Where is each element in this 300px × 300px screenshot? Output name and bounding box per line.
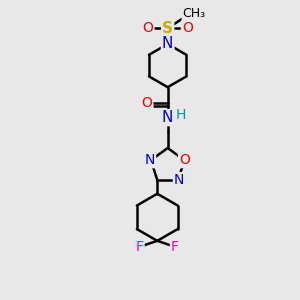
Text: N: N bbox=[162, 37, 173, 52]
Text: N: N bbox=[162, 110, 173, 125]
Text: O: O bbox=[179, 153, 190, 167]
Text: O: O bbox=[142, 96, 152, 110]
Text: O: O bbox=[142, 21, 154, 35]
Text: F: F bbox=[171, 240, 179, 254]
Text: H: H bbox=[175, 108, 186, 122]
Text: N: N bbox=[174, 173, 184, 187]
Text: N: N bbox=[145, 153, 155, 167]
Text: F: F bbox=[136, 240, 144, 254]
Text: S: S bbox=[162, 21, 173, 36]
Text: CH₃: CH₃ bbox=[183, 7, 206, 20]
Text: O: O bbox=[182, 21, 193, 35]
